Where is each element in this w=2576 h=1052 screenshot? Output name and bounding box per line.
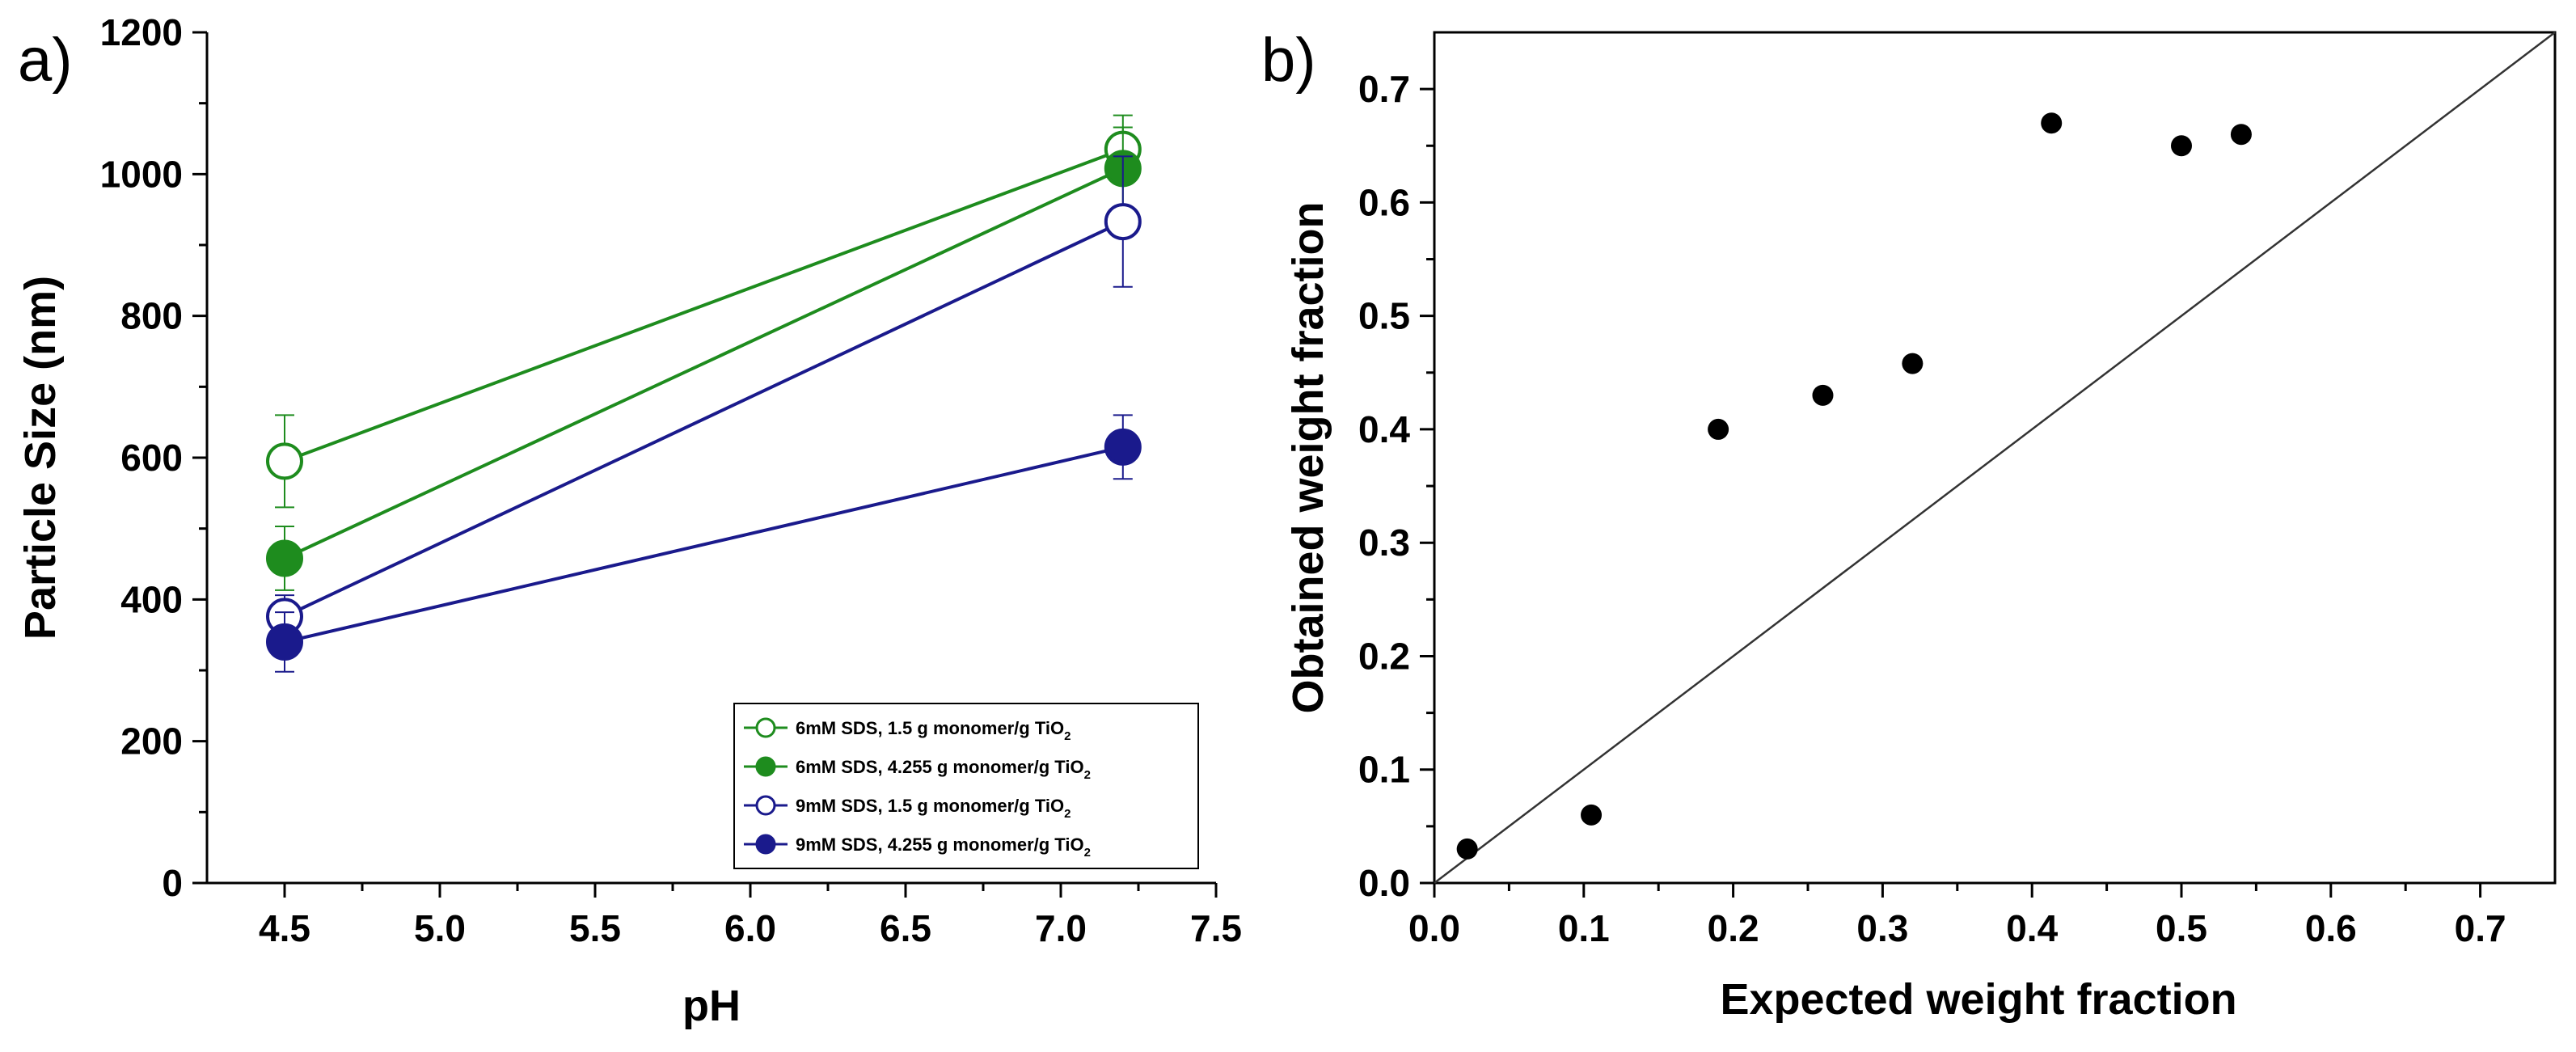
x-tick-label: 0.6: [2305, 907, 2357, 949]
x-tick-label: 0.7: [2455, 907, 2506, 949]
x-tick-label: 0.3: [1856, 907, 1908, 949]
series-line: [284, 220, 1124, 619]
series-line: [284, 167, 1124, 560]
y-tick-label: 0.5: [1358, 295, 1410, 337]
data-point: [1708, 418, 1729, 440]
y-tick-label: 0.2: [1358, 635, 1410, 677]
panel-a-label: a): [18, 26, 73, 95]
legend-marker: [755, 717, 776, 738]
x-tick-label: 5.0: [414, 907, 466, 949]
y-tick-label: 0.3: [1358, 522, 1410, 564]
legend-label-subscript: 2: [1084, 768, 1091, 782]
legend-label: 9mM SDS, 4.255 g monomer/g TiO2: [796, 834, 1091, 860]
x-tick-label: 4.5: [259, 907, 310, 949]
data-point: [266, 539, 303, 577]
y-tick-label: 0.1: [1358, 749, 1410, 791]
y-tick-label: 0.4: [1358, 408, 1410, 450]
legend-label-text: 6mM SDS, 1.5 g monomer/g TiO: [796, 718, 1064, 738]
y-tick-label: 0.7: [1358, 68, 1410, 110]
y-tick-label: 0.6: [1358, 181, 1410, 223]
legend-entry-1: 6mM SDS, 1.5 g monomer/g TiO2: [744, 717, 1071, 743]
y-tick-label: 800: [120, 295, 183, 337]
legend-entry-2: 6mM SDS, 4.255 g monomer/g TiO2: [744, 756, 1091, 782]
legend-entry-3: 9mM SDS, 1.5 g monomer/g TiO2: [744, 795, 1071, 821]
legend-entry-4: 9mM SDS, 4.255 g monomer/g TiO2: [744, 834, 1091, 860]
y-axis-title: Particle Size (nm): [16, 276, 65, 640]
legend-marker: [755, 834, 776, 855]
data-point: [2041, 112, 2063, 134]
panel-a: a) 4.5 5.0 5.5 6.0 6.5 7.0 7.5 0 200 400 600 800 1000…: [16, 11, 1242, 1030]
scatter-series: [1456, 112, 2252, 860]
series-line: [284, 445, 1124, 644]
legend-label-subscript: 2: [1064, 807, 1071, 821]
y-tick-label: 1200: [100, 11, 183, 53]
data-point: [266, 442, 303, 480]
x-tick-label: 7.5: [1190, 907, 1242, 949]
legend-label-subscript: 2: [1084, 846, 1091, 860]
legend-label: 6mM SDS, 1.5 g monomer/g TiO2: [796, 718, 1071, 743]
plot-frame: [1433, 31, 2557, 885]
legend-label-subscript: 2: [1064, 729, 1071, 743]
series-3: [266, 155, 1142, 639]
legend-label: 6mM SDS, 4.255 g monomer/g TiO2: [796, 757, 1091, 782]
legend-marker: [755, 795, 776, 816]
data-point: [266, 623, 303, 661]
series-1: [266, 114, 1142, 509]
y-tick-label: 0: [162, 862, 183, 904]
x-tick-label: 0.5: [2156, 907, 2207, 949]
panel-b: b) 0.0 0.1 0.2 0.3 0.4 0.5 0.6 0.7 0.0 0.1 0.2 0.3 0.…: [1261, 26, 2557, 1024]
x-tick-label: 0.4: [2006, 907, 2058, 949]
y-tick-label: 1000: [100, 153, 183, 195]
data-point: [1104, 428, 1142, 466]
data-point: [1456, 838, 1478, 860]
series-4: [266, 414, 1142, 673]
x-tick-label: 6.0: [724, 907, 776, 949]
data-point: [1812, 384, 1834, 406]
data-point: [1104, 203, 1142, 241]
legend-label-text: 9mM SDS, 1.5 g monomer/g TiO: [796, 796, 1064, 816]
legend-label-text: 6mM SDS, 4.255 g monomer/g TiO: [796, 757, 1084, 777]
data-point: [1581, 804, 1603, 826]
y-tick-label: 0.0: [1358, 862, 1410, 904]
panel-b-label: b): [1261, 26, 1316, 95]
x-tick-label: 7.0: [1035, 907, 1087, 949]
x-tick-label: 0.1: [1558, 907, 1610, 949]
series-2: [266, 126, 1142, 591]
y-tick-label: 600: [120, 437, 183, 479]
x-axis-title: Expected weight fraction: [1720, 975, 2236, 1024]
y-tick-label: 400: [120, 578, 183, 620]
y-axis-title: Obtained weight fraction: [1284, 201, 1332, 713]
data-point: [2230, 124, 2252, 146]
legend-box: [733, 703, 1199, 869]
data-point: [1902, 353, 1924, 374]
x-tick-label: 6.5: [880, 907, 931, 949]
y-tick-label: 200: [120, 720, 183, 763]
x-axis-title: pH: [682, 982, 741, 1030]
data-point: [2171, 135, 2192, 157]
reference-line: [1434, 32, 2556, 884]
series-line: [284, 147, 1124, 463]
legend-marker: [755, 756, 776, 777]
x-tick-label: 0.0: [1408, 907, 1460, 949]
legend-label: 9mM SDS, 1.5 g monomer/g TiO2: [796, 796, 1071, 821]
x-tick-label: 0.2: [1708, 907, 1759, 949]
legend-label-text: 9mM SDS, 4.255 g monomer/g TiO: [796, 834, 1084, 855]
x-tick-label: 5.5: [569, 907, 621, 949]
